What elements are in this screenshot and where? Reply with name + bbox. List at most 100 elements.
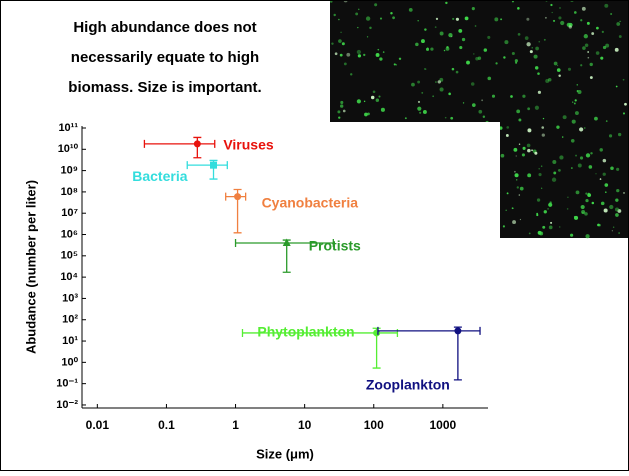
speck [591, 32, 595, 35]
x-axis-label: Size (μm) [256, 446, 314, 461]
point [282, 238, 291, 246]
speck [430, 47, 434, 51]
speck [377, 48, 380, 51]
speck [577, 163, 582, 168]
speck [333, 13, 336, 17]
speck [439, 87, 444, 92]
speck [589, 76, 593, 79]
speck [435, 17, 439, 21]
speck [540, 165, 543, 167]
speck [417, 80, 421, 84]
chart-panel [0, 122, 500, 471]
speck [535, 46, 539, 51]
x-error-bar [143, 139, 216, 148]
speck [513, 147, 518, 152]
y-tick-label: 10¹¹ [58, 122, 78, 134]
speck [448, 92, 451, 96]
speck [358, 8, 360, 11]
speck [582, 46, 586, 50]
speck [550, 3, 553, 7]
speck [619, 20, 621, 22]
speck [424, 28, 427, 31]
speck [585, 153, 591, 158]
speck [404, 117, 407, 120]
speck [379, 17, 383, 20]
speck [571, 119, 576, 124]
speck [599, 148, 603, 152]
speck [548, 202, 553, 207]
speck [541, 187, 543, 189]
y-tick-label: 10⁹ [61, 165, 78, 177]
speck [363, 53, 366, 57]
speck [538, 168, 540, 170]
speck [542, 117, 545, 120]
speck [356, 49, 361, 55]
speck [522, 146, 526, 150]
speck [537, 72, 540, 75]
speck [550, 221, 553, 224]
speck [543, 38, 546, 41]
speck [610, 13, 613, 16]
speck [604, 3, 609, 8]
y-tick-label: 10² [62, 314, 78, 326]
speck [421, 91, 424, 94]
speck [505, 209, 507, 211]
speck [591, 201, 595, 205]
speck [439, 31, 444, 36]
speck [478, 109, 483, 114]
speck [595, 173, 597, 175]
speck [464, 16, 469, 21]
x-tick-label: 0.01 [86, 418, 110, 432]
speck [432, 95, 435, 98]
speck [419, 111, 422, 114]
speck [559, 155, 564, 160]
speck [355, 12, 359, 16]
speck [337, 110, 341, 114]
speck [534, 105, 539, 110]
speck [519, 186, 524, 191]
speck [537, 230, 542, 235]
speck [562, 115, 567, 120]
x-tick-label: 10 [298, 418, 312, 432]
x-tick-label: 100 [364, 418, 384, 432]
speck [340, 31, 342, 34]
speck [581, 210, 586, 215]
speck [516, 186, 519, 189]
speck [524, 36, 529, 40]
x-error-bar [377, 326, 481, 335]
speck [346, 52, 351, 57]
speck [462, 102, 465, 104]
speck [616, 22, 621, 26]
speck [543, 210, 547, 214]
speck [580, 19, 583, 22]
speck [356, 99, 361, 104]
speck [521, 153, 526, 157]
speck [566, 208, 569, 210]
speck [527, 128, 532, 133]
speck [610, 166, 614, 171]
speck [551, 11, 553, 14]
speck [392, 16, 395, 20]
speck [574, 99, 577, 102]
speck [617, 209, 622, 213]
speck [452, 17, 455, 20]
speck [519, 218, 522, 221]
speck [561, 136, 564, 138]
speck [500, 18, 503, 21]
speck [482, 115, 486, 118]
speck [538, 40, 541, 43]
speck [417, 106, 422, 111]
speck [357, 54, 362, 58]
speck [369, 26, 372, 30]
speck [408, 7, 413, 12]
speck [500, 153, 505, 158]
speck [459, 45, 463, 50]
speck [526, 42, 531, 47]
speck [547, 208, 549, 210]
speck [590, 152, 593, 155]
speck [573, 102, 576, 105]
speck [558, 16, 562, 20]
speck [511, 51, 515, 56]
speck [380, 107, 385, 112]
